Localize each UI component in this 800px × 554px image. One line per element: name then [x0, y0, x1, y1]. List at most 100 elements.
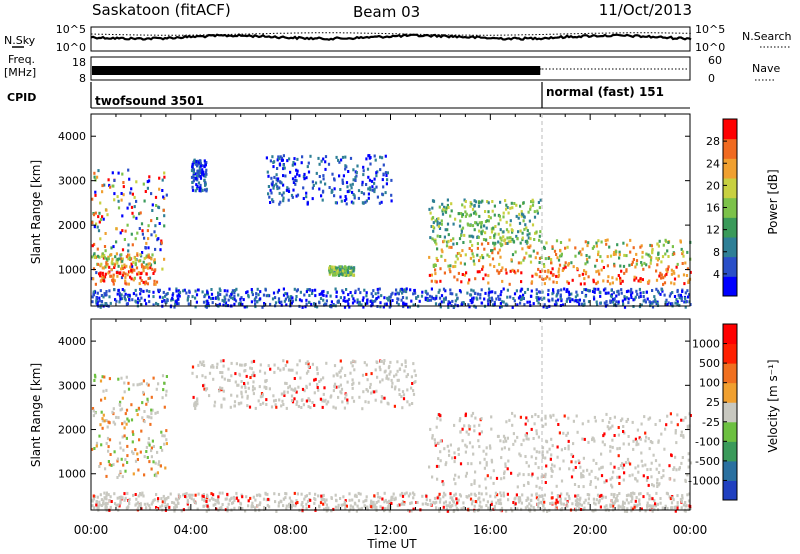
echo-cell — [299, 376, 302, 380]
echo-cell — [104, 265, 107, 269]
echo-cell — [480, 225, 483, 229]
echo-cell — [140, 222, 144, 226]
echo-cell — [275, 173, 278, 177]
echo-cell — [499, 301, 502, 305]
echo-cell — [265, 498, 268, 502]
echo-cell — [272, 186, 275, 190]
echo-cell — [217, 294, 220, 298]
echo-cell — [472, 255, 475, 259]
echo-cell — [101, 303, 104, 307]
echo-cell — [246, 290, 249, 294]
echo-cell — [535, 288, 538, 292]
echo-cell — [130, 205, 134, 209]
echo-cell — [564, 497, 567, 501]
echo-cell — [667, 255, 670, 258]
echo-cell — [369, 188, 372, 192]
echo-cell — [376, 492, 379, 495]
echo-cell — [610, 295, 613, 299]
echo-cell — [449, 214, 452, 218]
echo-cell — [491, 249, 494, 252]
echo-cell — [374, 506, 377, 510]
echo-cell — [444, 500, 447, 504]
echo-cell — [651, 305, 655, 309]
echo-cell — [495, 297, 498, 301]
echo-cell — [146, 229, 149, 233]
echo-cell — [105, 441, 108, 445]
echo-cell — [588, 493, 591, 497]
echo-cell — [437, 217, 440, 221]
echo-cell — [377, 291, 380, 295]
echo-cell — [434, 443, 437, 447]
echo-cell — [343, 273, 346, 277]
echo-cell — [318, 505, 321, 509]
echo-cell — [470, 462, 473, 466]
echo-cell — [559, 499, 562, 503]
noise-left-tick-top: 10^5 — [56, 23, 86, 36]
echo-cell — [537, 497, 540, 501]
echo-cell — [132, 215, 135, 219]
echo-cell — [539, 494, 542, 498]
echo-cell — [497, 294, 500, 298]
echo-cell — [505, 203, 508, 207]
echo-cell — [103, 253, 106, 257]
echo-cell — [525, 416, 528, 420]
echo-cell — [177, 289, 180, 293]
echo-cell — [102, 277, 105, 281]
echo-cell — [366, 505, 369, 509]
echo-cell — [612, 470, 615, 474]
echo-cell — [174, 506, 177, 510]
echo-cell — [294, 389, 297, 393]
echo-cell — [651, 497, 654, 501]
echo-cell — [162, 195, 165, 199]
echo-cell — [352, 273, 355, 277]
echo-cell — [185, 492, 188, 496]
echo-cell — [375, 174, 378, 178]
echo-cell — [97, 506, 100, 510]
echo-cell — [337, 271, 340, 275]
echo-cell — [636, 503, 639, 507]
echo-cell — [273, 370, 276, 374]
echo-cell — [511, 411, 514, 415]
echo-cell — [606, 238, 609, 242]
echo-cell — [365, 199, 368, 203]
echo-cell — [396, 369, 399, 373]
echo-cell — [666, 267, 669, 271]
echo-cell — [661, 506, 664, 510]
echo-cell — [456, 257, 459, 261]
echo-cell — [437, 464, 440, 468]
echo-cell — [113, 422, 117, 426]
echo-cell — [516, 507, 519, 511]
echo-cell — [460, 507, 464, 511]
colorbar-tick-label: 20 — [706, 179, 720, 192]
echo-cell — [201, 374, 204, 378]
echo-cell — [487, 302, 490, 306]
echo-cell — [96, 495, 99, 499]
echo-cell — [123, 390, 126, 394]
date-title: 11/Oct/2013 — [599, 1, 692, 19]
echo-cell — [97, 215, 100, 219]
echo-cell — [169, 492, 172, 496]
echo-cell — [300, 299, 303, 303]
echo-cell — [520, 261, 523, 265]
echo-cell — [119, 400, 122, 404]
echo-cell — [520, 287, 523, 291]
echo-cell — [304, 305, 307, 309]
echo-cell — [526, 504, 529, 508]
echo-cell — [403, 502, 406, 506]
echo-cell — [447, 305, 450, 309]
echo-cell — [173, 305, 176, 309]
echo-cell — [93, 242, 96, 246]
echo-cell — [663, 281, 667, 285]
echo-cell — [513, 202, 516, 205]
echo-cell — [477, 235, 480, 239]
echo-cell — [490, 460, 494, 464]
echo-cell — [620, 291, 623, 295]
echo-cell — [406, 388, 409, 392]
echo-cell — [473, 204, 476, 208]
echo-cell — [139, 259, 142, 263]
echo-cell — [640, 261, 643, 264]
echo-cell — [103, 275, 107, 279]
echo-cell — [585, 288, 588, 292]
echo-cell — [418, 299, 421, 303]
echo-cell — [526, 229, 529, 233]
